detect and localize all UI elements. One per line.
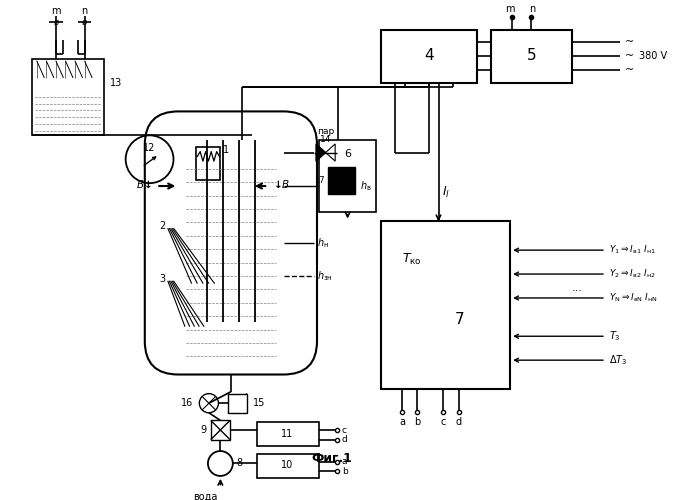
FancyBboxPatch shape: [145, 112, 317, 374]
Bar: [257, 454, 319, 478]
Text: $T_\mathsf{ко}$: $T_\mathsf{ко}$: [402, 252, 422, 268]
Text: c: c: [441, 418, 446, 428]
Text: 8: 8: [237, 458, 243, 468]
Text: $I_l$: $I_l$: [442, 185, 450, 200]
Text: n: n: [81, 6, 87, 16]
Text: 380 V: 380 V: [639, 51, 668, 61]
Bar: [328, 167, 355, 194]
Text: b: b: [342, 466, 347, 475]
Text: 12: 12: [144, 143, 156, 153]
Text: 2: 2: [160, 221, 166, 231]
Text: 3: 3: [160, 274, 166, 284]
Text: 17: 17: [314, 176, 325, 185]
Text: ~: ~: [625, 36, 634, 46]
Bar: [32, 59, 104, 136]
Text: ...: ...: [572, 284, 583, 294]
Text: 4: 4: [424, 48, 434, 64]
Text: ~: ~: [625, 66, 634, 76]
Text: вода: вода: [193, 492, 217, 500]
Text: $B$↓: $B$↓: [135, 178, 152, 190]
Text: ø: ø: [82, 18, 87, 27]
Text: $h_\mathsf{н}$: $h_\mathsf{н}$: [317, 236, 329, 250]
Text: d: d: [342, 435, 347, 444]
Text: $h_\mathsf{в}$: $h_\mathsf{в}$: [360, 179, 372, 193]
Text: 5: 5: [527, 48, 536, 64]
Bar: [257, 422, 319, 446]
Text: ø: ø: [53, 18, 58, 27]
Text: 15: 15: [253, 398, 265, 408]
Text: ~: ~: [625, 51, 634, 61]
Text: 10: 10: [281, 460, 293, 470]
Text: $Y_2\Rightarrow I_{\mathrm{в}2}\ I_{\mathrm{н}2}$: $Y_2\Rightarrow I_{\mathrm{в}2}\ I_{\mat…: [609, 268, 655, 280]
Text: 9: 9: [200, 425, 206, 435]
Text: 11: 11: [281, 429, 293, 439]
Text: ↓$B$: ↓$B$: [273, 178, 290, 190]
Bar: [228, 394, 247, 413]
Text: c: c: [342, 426, 347, 434]
Bar: [381, 30, 477, 82]
Text: пар: пар: [317, 127, 334, 136]
Text: 16: 16: [181, 398, 194, 408]
Text: b: b: [414, 418, 420, 428]
Bar: [381, 222, 510, 389]
Text: 1: 1: [223, 144, 230, 154]
Text: Фиг.1: Фиг.1: [311, 452, 352, 465]
Text: m: m: [506, 4, 515, 14]
Bar: [319, 140, 376, 212]
Text: $Y_1\Rightarrow I_{\mathrm{в}1}\ I_{\mathrm{н}1}$: $Y_1\Rightarrow I_{\mathrm{в}1}\ I_{\mat…: [609, 244, 655, 256]
Text: $\Delta T_3$: $\Delta T_3$: [609, 354, 627, 367]
Polygon shape: [316, 144, 326, 161]
Text: 6: 6: [344, 148, 351, 158]
Text: $T_3$: $T_3$: [609, 330, 621, 343]
Text: $Y_\mathrm{N}\Rightarrow I_{\mathrm{вN}}\ I_{\mathrm{нN}}$: $Y_\mathrm{N}\Rightarrow I_{\mathrm{вN}}…: [609, 292, 657, 304]
Bar: [211, 420, 230, 440]
Text: m: m: [51, 6, 60, 16]
Text: a: a: [342, 457, 347, 466]
Text: 7: 7: [455, 312, 464, 326]
Text: 14: 14: [320, 134, 331, 143]
Text: 13: 13: [110, 78, 123, 88]
Bar: [196, 147, 221, 180]
Text: n: n: [529, 4, 536, 14]
Bar: [491, 30, 573, 82]
Text: a: a: [399, 418, 405, 428]
Text: d: d: [456, 418, 462, 428]
Text: $h_\mathsf{зн}$: $h_\mathsf{зн}$: [317, 269, 332, 283]
Polygon shape: [326, 144, 335, 161]
